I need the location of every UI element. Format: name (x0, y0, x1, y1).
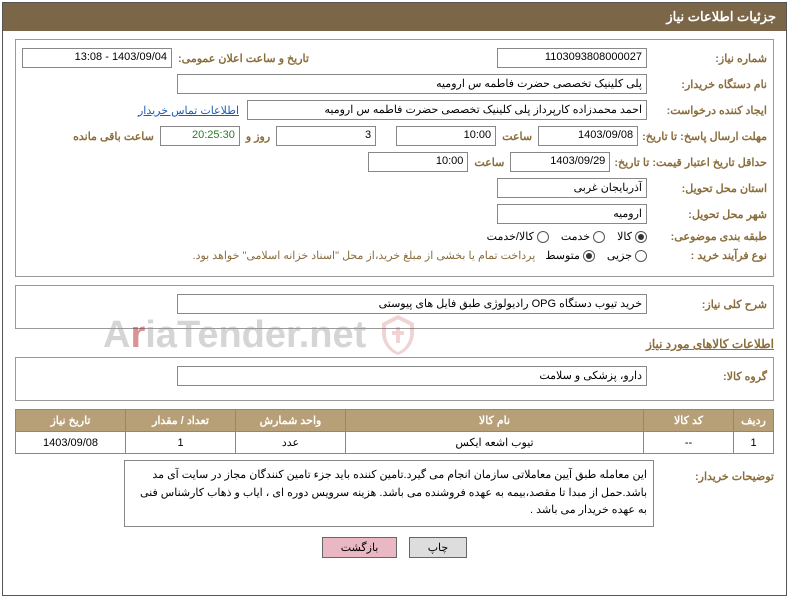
td-0-0: 1 (734, 432, 774, 454)
validity-time: 10:00 (368, 152, 468, 172)
th-1: کد کالا (644, 410, 734, 432)
goods-table: ردیف کد کالا نام کالا واحد شمارش تعداد /… (15, 409, 774, 454)
category-radio-1[interactable] (593, 231, 605, 243)
category-label: طبقه بندی موضوعی: (647, 230, 767, 243)
purchase-type-radio-group: جزیی متوسط (545, 249, 647, 262)
buyer-notes-label: توضیحات خریدار: (654, 460, 774, 483)
th-2: نام کالا (346, 410, 644, 432)
announce-date-label: تاریخ و ساعت اعلان عمومی: (178, 52, 309, 65)
deadline-label: مهلت ارسال پاسخ: تا تاریخ: (638, 130, 767, 143)
validity-time-label: ساعت (474, 156, 504, 169)
table-header-row: ردیف کد کالا نام کالا واحد شمارش تعداد /… (16, 410, 774, 432)
td-0-2: تیوب اشعه ایکس (346, 432, 644, 454)
deadline-remaining-label: ساعت باقی مانده (73, 130, 154, 143)
need-number-label: شماره نیاز: (647, 52, 767, 65)
main-info-section: شماره نیاز: 1103093808000027 تاریخ و ساع… (15, 39, 774, 277)
th-5: تاریخ نیاز (16, 410, 126, 432)
category-radio-2[interactable] (537, 231, 549, 243)
deadline-time-label: ساعت (502, 130, 532, 143)
category-option-2: کالا/خدمت (487, 230, 534, 243)
requester-value: احمد محمدزاده کارپرداز پلی کلینیک تخصصی … (247, 100, 647, 120)
back-button[interactable]: بازگشت (322, 537, 398, 558)
deadline-days: 3 (276, 126, 376, 146)
td-0-3: عدد (236, 432, 346, 454)
category-radio-0[interactable] (635, 231, 647, 243)
purchase-type-label: نوع فرآیند خرید : (647, 249, 767, 262)
print-button[interactable]: چاپ (409, 537, 468, 558)
header-title: جزئیات اطلاعات نیاز (3, 3, 786, 31)
province-value: آذربایجان غربی (497, 178, 647, 198)
validity-label: حداقل تاریخ اعتبار قیمت: تا تاریخ: (610, 156, 767, 169)
deadline-remaining: 20:25:30 (160, 126, 240, 146)
purchase-type-option-1: متوسط (545, 249, 580, 262)
city-label: شهر محل تحویل: (647, 208, 767, 221)
goods-group-value: دارو، پزشکی و سلامت (177, 366, 647, 386)
td-0-5: 1403/09/08 (16, 432, 126, 454)
buyer-notes-value: این معامله طبق آیین معاملاتی سازمان انجا… (124, 460, 654, 527)
purchase-type-note: پرداخت تمام یا بخشی از مبلغ خرید،از محل … (193, 249, 536, 262)
category-option-0: کالا (617, 230, 632, 243)
purchase-type-radio-1[interactable] (583, 250, 595, 262)
buyer-device-value: پلی کلینیک تخصصی حضرت فاطمه س ارومیه (177, 74, 647, 94)
province-label: استان محل تحویل: (647, 182, 767, 195)
validity-date: 1403/09/29 (510, 152, 610, 172)
purchase-type-radio-0[interactable] (635, 250, 647, 262)
requester-label: ایجاد کننده درخواست: (647, 104, 767, 117)
table-row: 1 -- تیوب اشعه ایکس عدد 1 1403/09/08 (16, 432, 774, 454)
goods-group-section: گروه کالا: دارو، پزشکی و سلامت (15, 357, 774, 401)
deadline-date: 1403/09/08 (538, 126, 638, 146)
td-0-1: -- (644, 432, 734, 454)
category-radio-group: کالا خدمت کالا/خدمت (487, 230, 647, 243)
goods-group-label: گروه کالا: (647, 370, 767, 383)
buyer-contact-link[interactable]: اطلاعات تماس خریدار (138, 104, 239, 117)
deadline-time: 10:00 (396, 126, 496, 146)
announce-date-value: 1403/09/04 - 13:08 (22, 48, 172, 68)
goods-section-title: اطلاعات کالاهای مورد نیاز (15, 337, 774, 351)
deadline-days-label: روز و (246, 130, 270, 143)
purchase-type-option-0: جزیی (607, 249, 632, 262)
th-4: تعداد / مقدار (126, 410, 236, 432)
category-option-1: خدمت (561, 230, 590, 243)
buyer-device-label: نام دستگاه خریدار: (647, 78, 767, 91)
th-3: واحد شمارش (236, 410, 346, 432)
need-desc-section: شرح کلی نیاز: خرید تیوب دستگاه OPG رادیو… (15, 285, 774, 329)
need-number-value: 1103093808000027 (497, 48, 647, 68)
city-value: ارومیه (497, 204, 647, 224)
need-desc-label: شرح کلی نیاز: (647, 298, 767, 311)
th-0: ردیف (734, 410, 774, 432)
need-desc-value: خرید تیوب دستگاه OPG رادیولوژی طبق فایل … (177, 294, 647, 314)
td-0-4: 1 (126, 432, 236, 454)
